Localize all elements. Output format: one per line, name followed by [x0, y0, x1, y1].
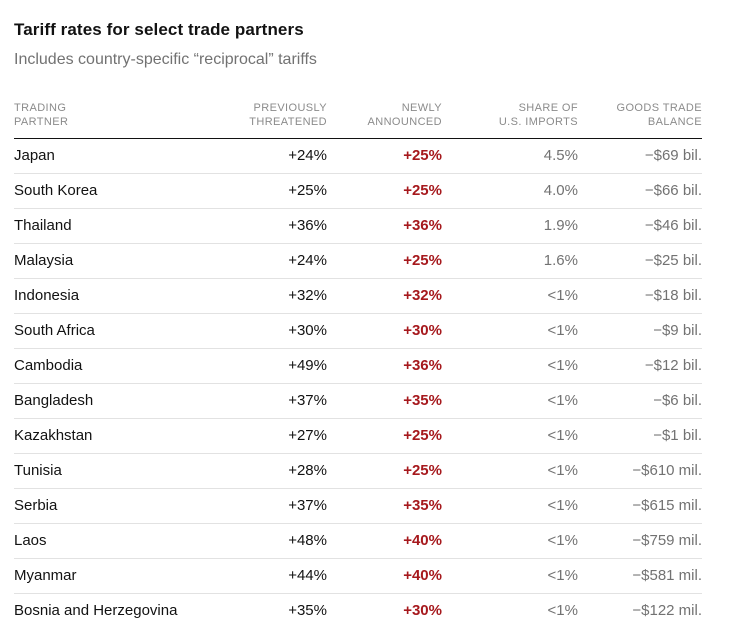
cell-partner: Laos	[14, 532, 47, 549]
cell-share_of_us_imports: <1%	[547, 392, 578, 409]
cell-share_of_us_imports: 4.5%	[543, 147, 578, 164]
cell-newly_announced: +40%	[403, 567, 442, 584]
cell-newly_announced: +32%	[403, 287, 442, 304]
cell-partner: Indonesia	[14, 287, 80, 304]
cell-partner: Cambodia	[14, 357, 83, 374]
cell-newly_announced: +35%	[403, 497, 442, 514]
table-row: Japan +24% +25% 4.5% −$69 bil.	[14, 139, 702, 174]
cell-newly_announced: +25%	[403, 182, 442, 199]
cell-goods_trade_balance: −$18 bil.	[644, 287, 702, 304]
cell-share_of_us_imports: 1.9%	[543, 217, 578, 234]
cell-share_of_us_imports: <1%	[547, 287, 578, 304]
cell-previously_threatened: +24%	[288, 252, 327, 269]
table-row: Serbia +37% +35% <1% −$615 mil.	[14, 489, 702, 524]
cell-previously_threatened: +24%	[288, 147, 327, 164]
cell-newly_announced: +40%	[403, 532, 442, 549]
cell-goods_trade_balance: −$122 mil.	[632, 602, 702, 619]
cell-goods_trade_balance: −$12 bil.	[644, 357, 702, 374]
tariff-table-card: Tariff rates for select trade partners I…	[14, 20, 702, 628]
cell-partner: South Korea	[14, 182, 98, 199]
cell-share_of_us_imports: 4.0%	[543, 182, 578, 199]
table-row: Myanmar +44% +40% <1% −$581 mil.	[14, 559, 702, 594]
cell-partner: Bosnia and Herzegovina	[14, 602, 178, 619]
cell-goods_trade_balance: −$759 mil.	[632, 532, 702, 549]
cell-goods_trade_balance: −$25 bil.	[644, 252, 702, 269]
table-row: Kazakhstan +27% +25% <1% −$1 bil.	[14, 419, 702, 454]
cell-previously_threatened: +44%	[288, 567, 327, 584]
column-header-partner: TRADING PARTNER	[14, 101, 244, 139]
table-row: Bangladesh +37% +35% <1% −$6 bil.	[14, 384, 702, 419]
cell-previously_threatened: +35%	[288, 602, 327, 619]
column-header-goods_trade_balance: GOODS TRADE BALANCE	[578, 101, 702, 139]
table-row: Laos +48% +40% <1% −$759 mil.	[14, 524, 702, 559]
cell-partner: Myanmar	[14, 567, 77, 584]
table-row: Indonesia +32% +32% <1% −$18 bil.	[14, 279, 702, 314]
cell-goods_trade_balance: −$66 bil.	[644, 182, 702, 199]
table-row: Bosnia and Herzegovina +35% +30% <1% −$122 m…	[14, 594, 702, 629]
table-row: South Africa +30% +30% <1% −$9 bil.	[14, 314, 702, 349]
cell-share_of_us_imports: <1%	[547, 602, 578, 619]
cell-newly_announced: +30%	[403, 602, 442, 619]
cell-partner: South Africa	[14, 322, 95, 339]
page-title: Tariff rates for select trade partners	[14, 20, 304, 39]
cell-partner: Tunisia	[14, 462, 62, 479]
cell-goods_trade_balance: −$581 mil.	[632, 567, 702, 584]
cell-goods_trade_balance: −$9 bil.	[653, 322, 702, 339]
cell-newly_announced: +36%	[403, 357, 442, 374]
cell-goods_trade_balance: −$6 bil.	[653, 392, 702, 409]
column-header-newly_announced: NEWLY ANNOUNCED	[327, 101, 442, 139]
table-body: Japan +24% +25% 4.5% −$69 bil. South Korea +25…	[14, 139, 702, 629]
cell-partner: Bangladesh	[14, 392, 94, 409]
cell-newly_announced: +25%	[403, 427, 442, 444]
cell-previously_threatened: +27%	[288, 427, 327, 444]
page-subtitle: Includes country-specific “reciprocal” t…	[14, 51, 317, 68]
column-header-share_of_us_imports: SHARE OF U.S. IMPORTS	[442, 101, 578, 139]
cell-newly_announced: +36%	[403, 217, 442, 234]
cell-share_of_us_imports: <1%	[547, 497, 578, 514]
cell-previously_threatened: +30%	[288, 322, 327, 339]
cell-previously_threatened: +49%	[288, 357, 327, 374]
cell-share_of_us_imports: 1.6%	[543, 252, 578, 269]
table-row: Thailand +36% +36% 1.9% −$46 bil.	[14, 209, 702, 244]
cell-partner: Kazakhstan	[14, 427, 93, 444]
cell-newly_announced: +35%	[403, 392, 442, 409]
cell-newly_announced: +25%	[403, 252, 442, 269]
table-row: South Korea +25% +25% 4.0% −$66 bil.	[14, 174, 702, 209]
cell-share_of_us_imports: <1%	[547, 532, 578, 549]
cell-goods_trade_balance: −$46 bil.	[644, 217, 702, 234]
cell-goods_trade_balance: −$1 bil.	[653, 427, 702, 444]
cell-newly_announced: +30%	[403, 322, 442, 339]
cell-goods_trade_balance: −$610 mil.	[632, 462, 702, 479]
cell-previously_threatened: +28%	[288, 462, 327, 479]
cell-share_of_us_imports: <1%	[547, 357, 578, 374]
cell-share_of_us_imports: <1%	[547, 462, 578, 479]
cell-previously_threatened: +25%	[288, 182, 327, 199]
cell-previously_threatened: +37%	[288, 392, 327, 409]
cell-newly_announced: +25%	[403, 462, 442, 479]
cell-share_of_us_imports: <1%	[547, 322, 578, 339]
cell-previously_threatened: +37%	[288, 497, 327, 514]
table-row: Cambodia +49% +36% <1% −$12 bil.	[14, 349, 702, 384]
column-header-previously_threatened: PREVIOUSLY THREATENED	[244, 101, 327, 139]
cell-previously_threatened: +36%	[288, 217, 327, 234]
table-header: TRADING PARTNER PREVIOUSLY THREATENED NEWLY A…	[14, 101, 702, 139]
cell-partner: Japan	[14, 147, 55, 164]
cell-newly_announced: +25%	[403, 147, 442, 164]
cell-partner: Malaysia	[14, 252, 74, 269]
tariff-table: TRADING PARTNER PREVIOUSLY THREATENED NEWLY A…	[14, 101, 702, 628]
cell-goods_trade_balance: −$615 mil.	[632, 497, 702, 514]
cell-partner: Thailand	[14, 217, 72, 234]
table-row: Malaysia +24% +25% 1.6% −$25 bil.	[14, 244, 702, 279]
cell-goods_trade_balance: −$69 bil.	[644, 147, 702, 164]
table-row: Tunisia +28% +25% <1% −$610 mil.	[14, 454, 702, 489]
cell-partner: Serbia	[14, 497, 58, 514]
cell-share_of_us_imports: <1%	[547, 427, 578, 444]
cell-share_of_us_imports: <1%	[547, 567, 578, 584]
cell-previously_threatened: +48%	[288, 532, 327, 549]
cell-previously_threatened: +32%	[288, 287, 327, 304]
table-header-row: TRADING PARTNER PREVIOUSLY THREATENED NEWLY A…	[14, 101, 702, 139]
